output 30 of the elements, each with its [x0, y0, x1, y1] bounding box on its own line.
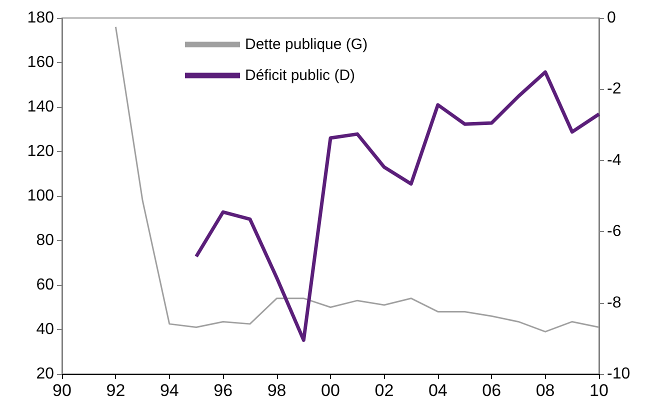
- y2-tick-label: 0: [607, 10, 616, 26]
- y2-tick-label: -6: [607, 223, 622, 240]
- legend-label: Déficit public (D): [245, 67, 356, 84]
- x-tick-label: 98: [267, 381, 286, 400]
- y2-tick-label: -10: [607, 366, 630, 382]
- y-tick-label: 20: [36, 366, 54, 382]
- y-tick-label: 140: [27, 98, 54, 116]
- x-tick-label: 04: [428, 381, 448, 400]
- y-tick-label: 160: [27, 54, 54, 71]
- y2-tick-label: -8: [607, 294, 622, 312]
- x-tick-label: 92: [106, 381, 126, 400]
- x-tick-label: 06: [482, 381, 502, 400]
- y-tick-label: 180: [27, 10, 54, 26]
- y2-tick-label: -2: [607, 80, 622, 98]
- x-tick-label: 90: [52, 381, 72, 400]
- x-tick-label: 00: [321, 381, 340, 400]
- x-tick-label: 08: [536, 381, 555, 400]
- legend-label: Dette publique (G): [245, 36, 368, 53]
- y-tick-label: 100: [27, 188, 54, 204]
- line-series: [114, 26, 600, 332]
- y-tick-label: 80: [36, 232, 54, 249]
- y-tick-label: 60: [36, 276, 54, 294]
- x-tick-label: 10: [590, 381, 608, 400]
- y-tick-label: 40: [36, 321, 54, 338]
- line-series: [194, 70, 601, 342]
- y-tick-label: 120: [27, 143, 54, 160]
- y2-tick-label: -4: [607, 152, 622, 169]
- x-tick-label: 94: [160, 381, 179, 400]
- x-tick-label: 96: [214, 381, 233, 400]
- x-tick-label: 02: [374, 381, 394, 400]
